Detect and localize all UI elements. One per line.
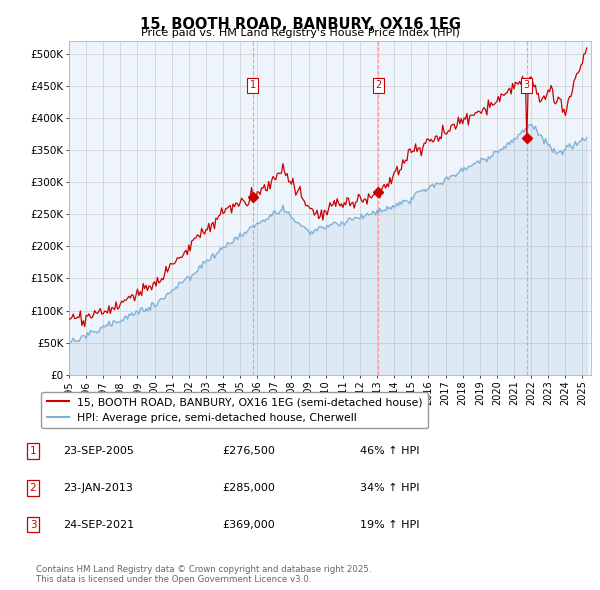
- Text: £285,000: £285,000: [222, 483, 275, 493]
- Text: Price paid vs. HM Land Registry's House Price Index (HPI): Price paid vs. HM Land Registry's House …: [140, 28, 460, 38]
- Legend: 15, BOOTH ROAD, BANBURY, OX16 1EG (semi-detached house), HPI: Average price, sem: 15, BOOTH ROAD, BANBURY, OX16 1EG (semi-…: [41, 392, 428, 428]
- Text: 23-JAN-2013: 23-JAN-2013: [63, 483, 133, 493]
- Text: £369,000: £369,000: [222, 520, 275, 529]
- Text: 1: 1: [29, 447, 37, 456]
- Text: 23-SEP-2005: 23-SEP-2005: [63, 447, 134, 456]
- Text: 19% ↑ HPI: 19% ↑ HPI: [360, 520, 419, 529]
- Text: 2: 2: [29, 483, 37, 493]
- Text: 1: 1: [250, 80, 256, 90]
- Text: 46% ↑ HPI: 46% ↑ HPI: [360, 447, 419, 456]
- Text: 34% ↑ HPI: 34% ↑ HPI: [360, 483, 419, 493]
- Text: 24-SEP-2021: 24-SEP-2021: [63, 520, 134, 529]
- Text: 15, BOOTH ROAD, BANBURY, OX16 1EG: 15, BOOTH ROAD, BANBURY, OX16 1EG: [139, 17, 461, 31]
- Text: 3: 3: [524, 80, 530, 90]
- Text: 3: 3: [29, 520, 37, 529]
- Text: 2: 2: [375, 80, 381, 90]
- Text: Contains HM Land Registry data © Crown copyright and database right 2025.
This d: Contains HM Land Registry data © Crown c…: [36, 565, 371, 584]
- Text: £276,500: £276,500: [222, 447, 275, 456]
